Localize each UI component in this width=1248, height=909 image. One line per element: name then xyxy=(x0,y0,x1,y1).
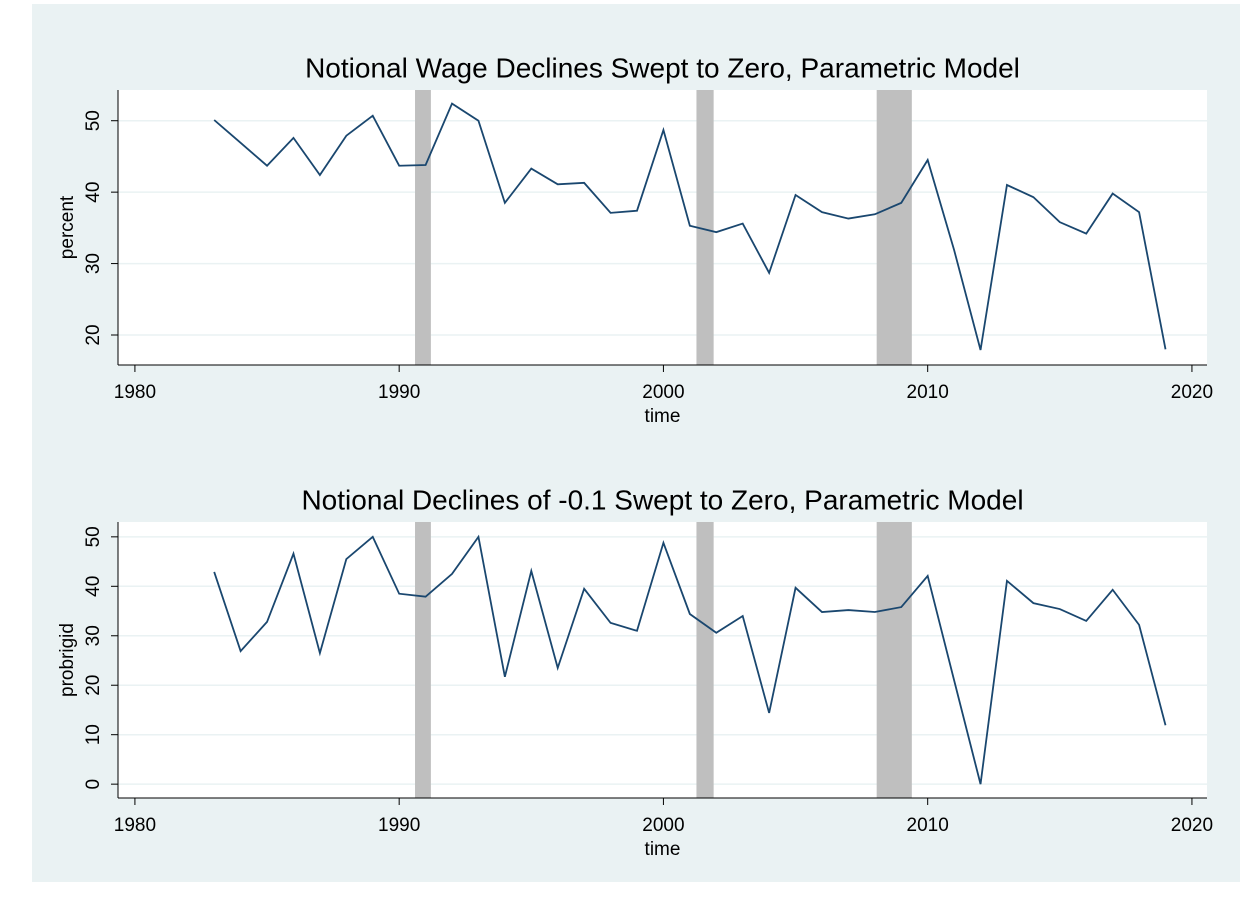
recession-band xyxy=(876,522,912,798)
plot-area xyxy=(118,90,1207,365)
recession-band xyxy=(696,90,714,365)
x-tick-label: 1980 xyxy=(114,815,156,836)
y-tick-label: 50 xyxy=(83,526,104,547)
x-axis-title: time xyxy=(645,839,681,860)
x-axis-title: time xyxy=(645,406,681,427)
x-tick-label: 2020 xyxy=(1171,815,1213,836)
x-tick-label: 1990 xyxy=(378,382,420,403)
x-tick-label: 2000 xyxy=(642,382,684,403)
x-tick-label: 2000 xyxy=(642,815,684,836)
recession-band xyxy=(415,522,431,798)
x-tick-label: 2020 xyxy=(1171,382,1213,403)
y-tick-label: 40 xyxy=(83,576,104,597)
recession-band xyxy=(415,90,431,365)
x-tick-label: 2010 xyxy=(907,815,949,836)
chart-title: Notional Declines of -0.1 Swept to Zero,… xyxy=(301,484,1023,515)
y-tick-label: 30 xyxy=(83,253,104,274)
y-axis-title: probrigid xyxy=(57,623,78,697)
x-tick-label: 1990 xyxy=(378,815,420,836)
recession-band xyxy=(876,90,912,365)
y-tick-label: 0 xyxy=(83,779,104,790)
x-tick-label: 1980 xyxy=(114,382,156,403)
y-tick-label: 10 xyxy=(83,724,104,745)
y-tick-label: 20 xyxy=(83,675,104,696)
plot-area xyxy=(118,522,1207,798)
recession-band xyxy=(696,522,714,798)
data-line xyxy=(213,102,1167,351)
y-tick-label: 50 xyxy=(83,110,104,131)
y-tick-label: 40 xyxy=(83,182,104,203)
y-tick-label: 30 xyxy=(83,625,104,646)
x-tick-label: 2010 xyxy=(907,382,949,403)
data-line xyxy=(213,534,1167,785)
y-tick-label: 20 xyxy=(83,324,104,345)
y-axis-title: percent xyxy=(57,195,78,259)
chart-title: Notional Wage Declines Swept to Zero, Pa… xyxy=(305,52,1020,83)
